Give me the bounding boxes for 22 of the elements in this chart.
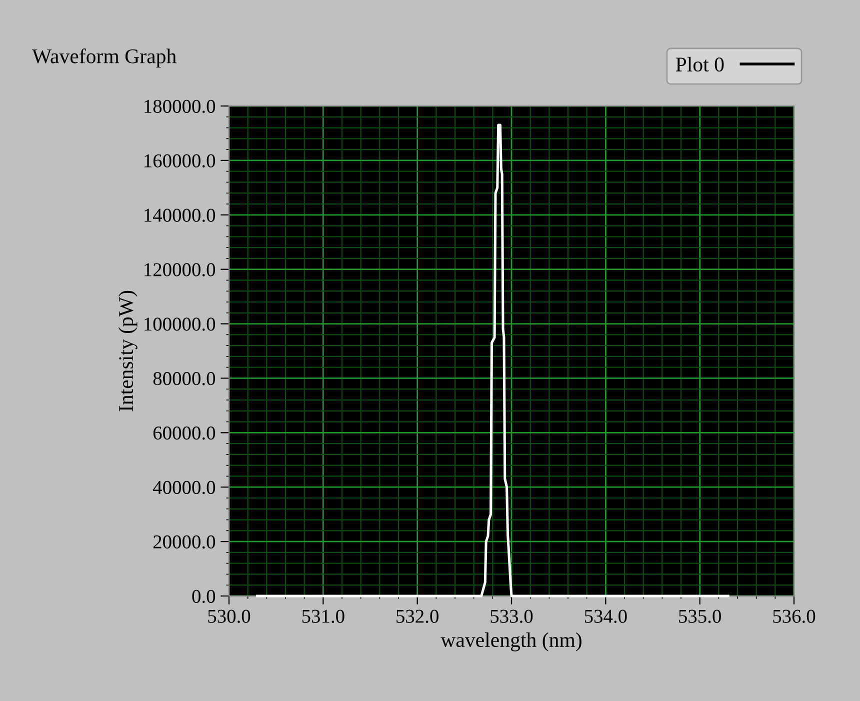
y-tick-label: 20000.0 [153, 535, 216, 549]
y-axis-title: Intensity (pW) [118, 290, 138, 412]
y-tick-label: 140000.0 [144, 208, 216, 222]
x-tick-label: 534.0 [584, 610, 627, 623]
x-axis-title: wavelength (nm) [440, 632, 582, 652]
x-tick-label: 532.0 [396, 610, 438, 623]
x-tick-label: 533.0 [490, 610, 533, 623]
x-tick-label: 531.0 [302, 610, 344, 623]
y-tick-label: 120000.0 [144, 263, 216, 276]
x-tick-label: 530.0 [208, 610, 250, 623]
y-tick-label: 80000.0 [153, 372, 216, 386]
text: Plot 0 [676, 56, 724, 72]
y-tick-label: 100000.0 [144, 318, 216, 331]
y-tick-label: 160000.0 [144, 154, 216, 168]
y-tick-label: 180000.0 [144, 100, 216, 114]
chart-title: Waveform Graph [32, 48, 176, 68]
x-tick-label: 535.0 [679, 610, 721, 623]
y-tick-label: 60000.0 [153, 426, 216, 440]
line-series [256, 124, 730, 598]
y-tick-label: 40000.0 [152, 480, 216, 494]
x-tick-label: 536.0 [773, 610, 816, 623]
y-tick-label: 0.0 [192, 590, 216, 604]
